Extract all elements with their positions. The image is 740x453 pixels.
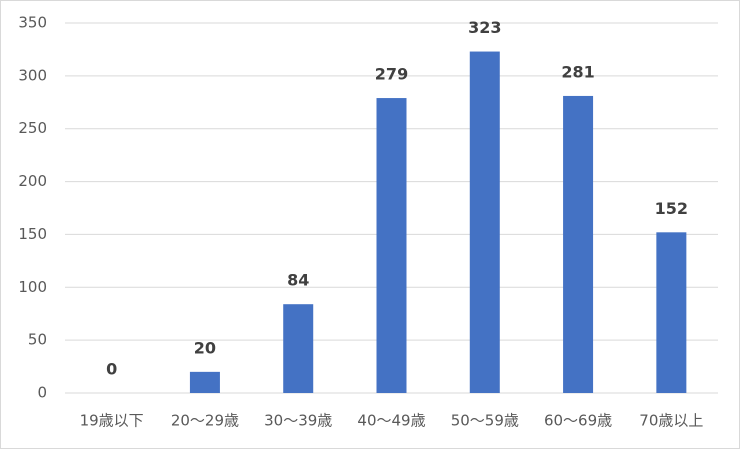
y-tick-label: 200 bbox=[18, 172, 47, 190]
data-label: 279 bbox=[375, 65, 408, 84]
bar bbox=[283, 304, 314, 393]
x-tick-label: 40～49歳 bbox=[357, 412, 425, 430]
y-tick-label: 0 bbox=[37, 384, 47, 402]
y-tick-label: 250 bbox=[18, 119, 47, 137]
data-label: 0 bbox=[106, 360, 117, 379]
y-tick-label: 50 bbox=[28, 331, 47, 349]
data-label: 152 bbox=[655, 199, 688, 218]
x-tick-label: 30～39歳 bbox=[264, 412, 332, 430]
y-tick-label: 150 bbox=[18, 225, 47, 243]
y-tick-label: 100 bbox=[18, 278, 47, 296]
data-label: 20 bbox=[194, 338, 216, 357]
bar bbox=[656, 232, 687, 393]
bar bbox=[563, 95, 594, 393]
x-tick-label: 70歳以上 bbox=[639, 412, 703, 430]
bar bbox=[376, 98, 407, 394]
y-tick-label: 300 bbox=[18, 66, 47, 84]
x-tick-label: 20～29歳 bbox=[171, 412, 239, 430]
x-tick-label: 19歳以下 bbox=[80, 412, 144, 430]
bar bbox=[189, 371, 220, 393]
x-tick-label: 60～69歳 bbox=[544, 412, 612, 430]
y-tick-label: 350 bbox=[18, 14, 47, 32]
data-label: 281 bbox=[561, 62, 594, 81]
bar bbox=[469, 51, 500, 394]
data-label: 323 bbox=[468, 18, 501, 37]
data-label: 84 bbox=[287, 271, 309, 290]
x-tick-label: 50～59歳 bbox=[451, 412, 519, 430]
